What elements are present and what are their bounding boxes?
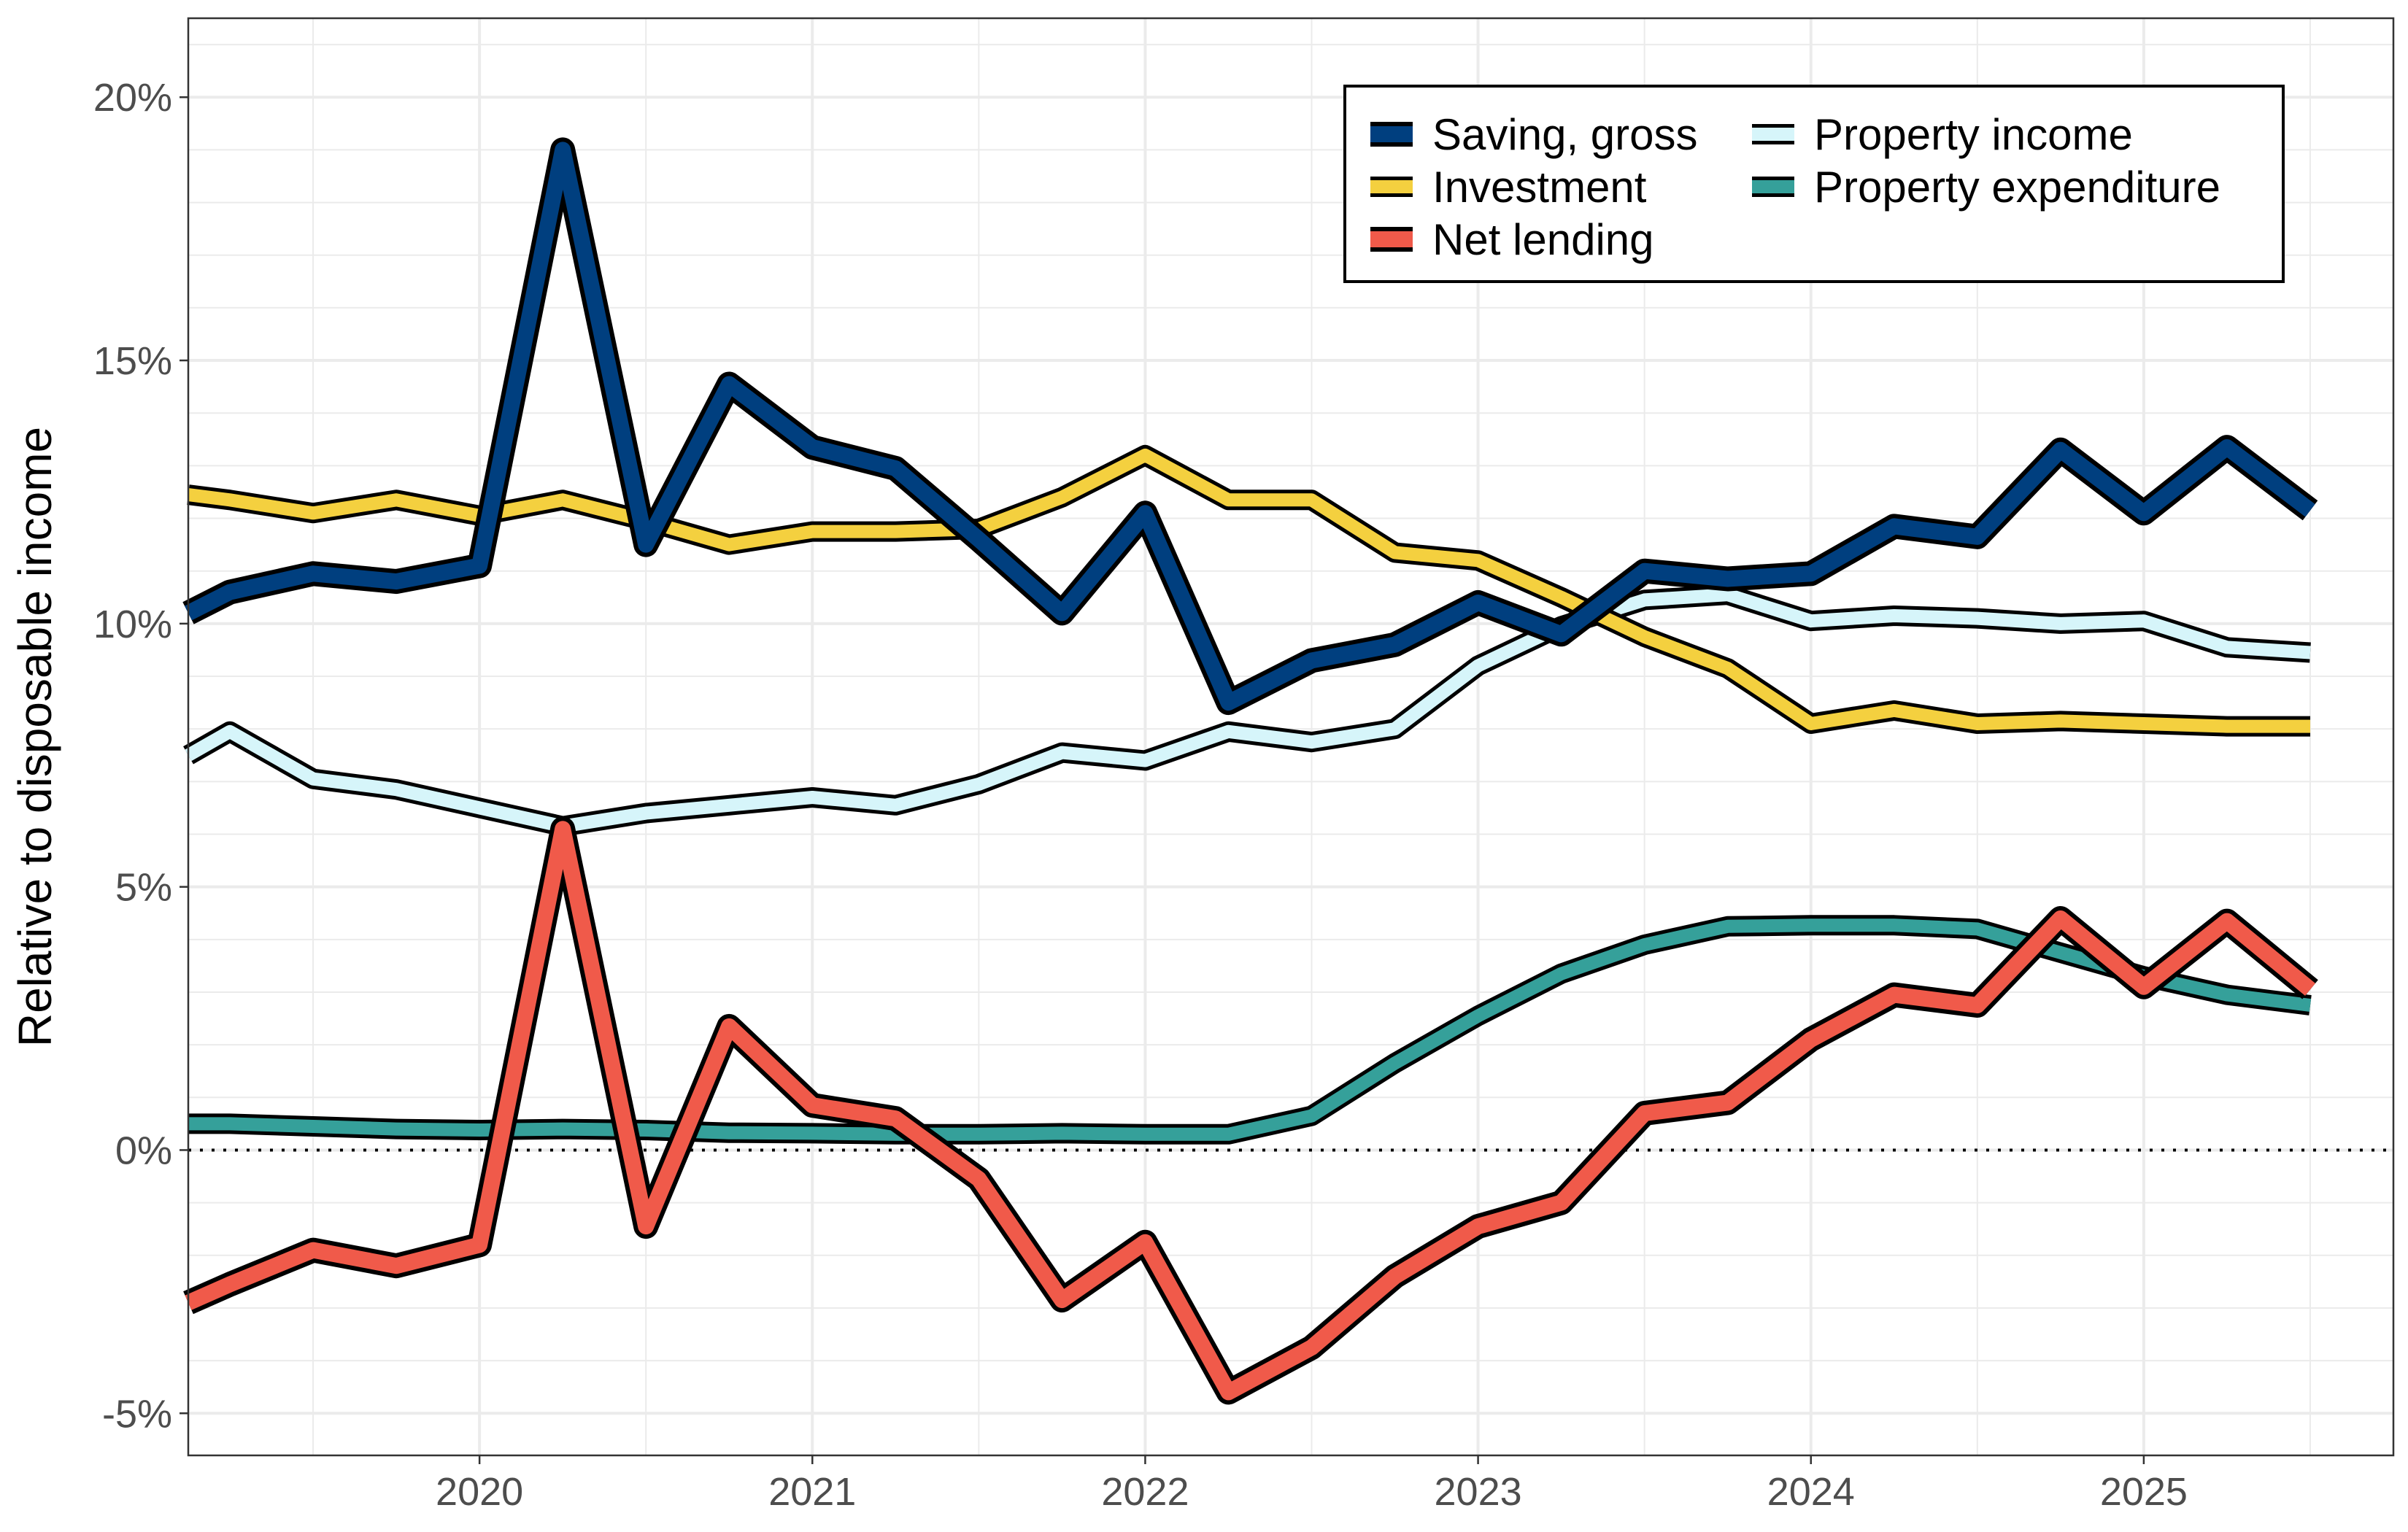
legend-item-investment: Investment bbox=[1370, 163, 1647, 212]
legend-item-property-income: Property income bbox=[1752, 110, 2133, 159]
series-investment bbox=[187, 444, 2310, 737]
series-lines bbox=[182, 137, 2318, 1405]
y-tick-label: 10% bbox=[93, 603, 172, 646]
legend-item-net-lending: Net lending bbox=[1370, 215, 1654, 264]
legend-box bbox=[1343, 85, 2285, 283]
series-line-saving-gross bbox=[185, 142, 2315, 711]
series-line-net-lending bbox=[185, 821, 2315, 1401]
legend-item-saving-gross: Saving, gross bbox=[1370, 110, 1698, 159]
series-saving-gross bbox=[182, 137, 2318, 716]
series-line-property-income bbox=[185, 588, 2311, 833]
series-property-income bbox=[183, 584, 2311, 837]
y-tick-label: 15% bbox=[93, 339, 172, 383]
axes: -5% 0% 5% 10% 15% 20% 2020 2021 2022 2023 2024 2025 bbox=[93, 76, 2188, 1514]
legend-label: Property income bbox=[1814, 110, 2133, 159]
y-axis-title: Relative to disposable income bbox=[9, 427, 61, 1047]
y-tick-label: 5% bbox=[115, 866, 172, 910]
legend-item-property-expenditure: Property expenditure bbox=[1752, 163, 2220, 212]
legend-label: Saving, gross bbox=[1432, 110, 1698, 159]
x-tick-label: 2020 bbox=[436, 1470, 523, 1514]
series-line-investment bbox=[187, 448, 2310, 733]
x-tick-label: 2025 bbox=[2100, 1470, 2188, 1514]
legend-label: Investment bbox=[1432, 163, 1647, 212]
series-net-lending bbox=[183, 816, 2318, 1405]
y-tick-label: 0% bbox=[115, 1129, 172, 1172]
x-tick-label: 2023 bbox=[1435, 1470, 1522, 1514]
legend-label: Property expenditure bbox=[1814, 163, 2220, 212]
y-tick-label: -5% bbox=[102, 1392, 172, 1436]
plot-panel-border bbox=[187, 17, 2395, 1457]
legend-label: Net lending bbox=[1432, 215, 1654, 264]
x-tick-label: 2024 bbox=[1767, 1470, 1855, 1514]
x-tick-label: 2022 bbox=[1101, 1470, 1189, 1514]
y-tick-label: 20% bbox=[93, 76, 172, 120]
x-tick-label: 2021 bbox=[768, 1470, 856, 1514]
